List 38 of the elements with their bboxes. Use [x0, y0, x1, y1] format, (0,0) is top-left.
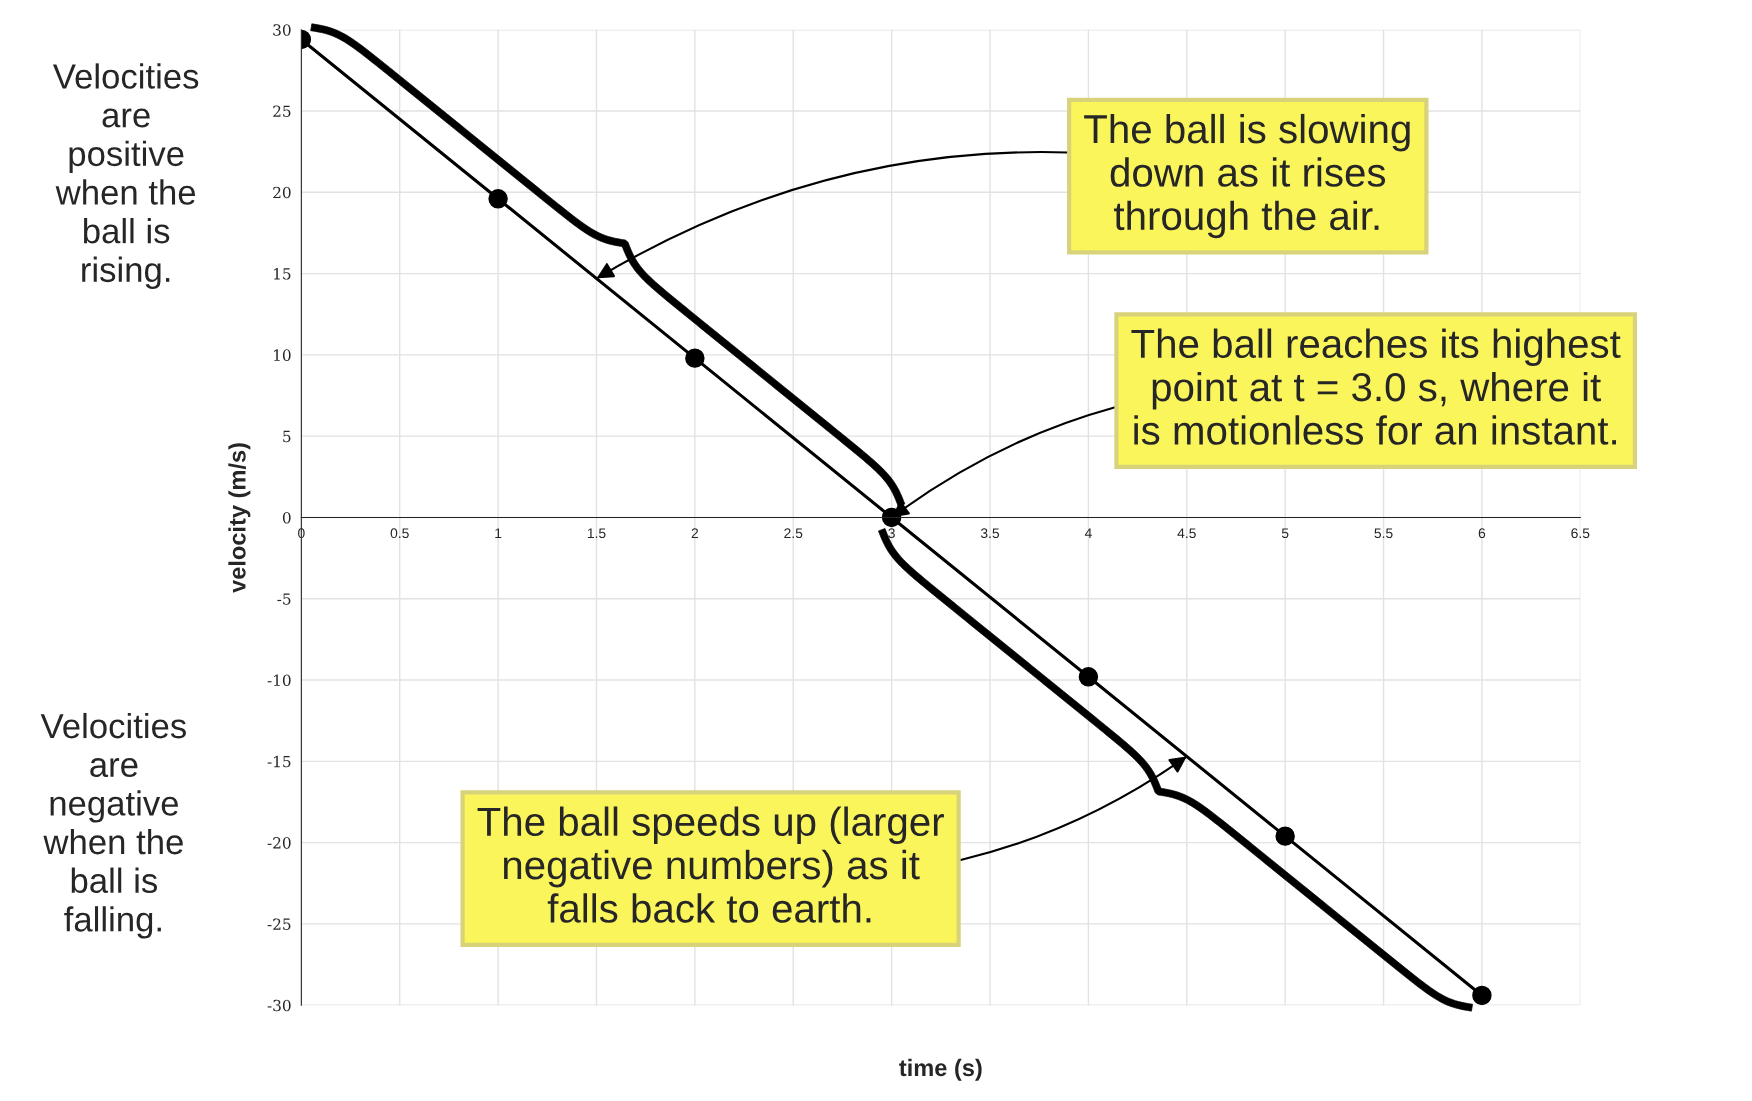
x-tick-label: 2 — [691, 528, 699, 538]
y-tick-label: -5 — [277, 593, 291, 605]
text: Velocities are positive when the ball is rising. — [52, 63, 199, 289]
annotation: The ball speeds up (larger negative numbers) as it falls back to earth. — [477, 806, 944, 923]
y-tick-label: -20 — [267, 837, 291, 849]
y-tick-label: -10 — [267, 674, 291, 687]
y-tick-label: -30 — [267, 999, 291, 1012]
text: Velocities are negative when the ball is falling. — [40, 712, 186, 939]
y-tick-label: 15 — [274, 268, 291, 280]
x-tick-label: 2.5 — [784, 528, 803, 539]
point — [1078, 667, 1099, 687]
y-tick-label: 20 — [273, 186, 291, 199]
x-tick-label: 6 — [1478, 528, 1486, 539]
y-tick-label: -15 — [267, 755, 291, 768]
y-tick-label: -25 — [267, 918, 291, 930]
annotation: The ball is slowing down as it rises through the air. — [1084, 113, 1410, 239]
x-tick-label: 5 — [1281, 528, 1289, 539]
x-tick-label: 3 — [888, 528, 895, 539]
point — [488, 189, 508, 209]
point — [1472, 985, 1492, 1006]
y-tick-label: 0 — [282, 511, 291, 524]
annotation: The ball reaches its highest point at t = 3.0 s, where it is motionless for an instant. — [1131, 328, 1621, 445]
y-tick-label: 30 — [273, 24, 291, 36]
x-tick-label: 1 — [495, 528, 502, 538]
x-tick-label: 4 — [1084, 528, 1092, 538]
x-tick-label: 5.5 — [1374, 528, 1393, 539]
x-axis-title: time (s) — [899, 1058, 982, 1081]
x-tick-label: 1.5 — [587, 528, 606, 539]
y-axis-title: velocity (m/s) — [228, 443, 251, 593]
x-tick-label: 6.5 — [1571, 528, 1590, 539]
point — [685, 348, 705, 368]
y-tick-label: 25 — [273, 105, 291, 118]
y-tick-label: 10 — [274, 349, 291, 361]
x-tick-label: 0.5 — [390, 528, 409, 539]
point — [1275, 826, 1295, 846]
x-tick-label: 3.5 — [980, 528, 1000, 539]
y-tick-label: 5 — [283, 430, 291, 443]
x-tick-label: 4.5 — [1177, 528, 1196, 539]
